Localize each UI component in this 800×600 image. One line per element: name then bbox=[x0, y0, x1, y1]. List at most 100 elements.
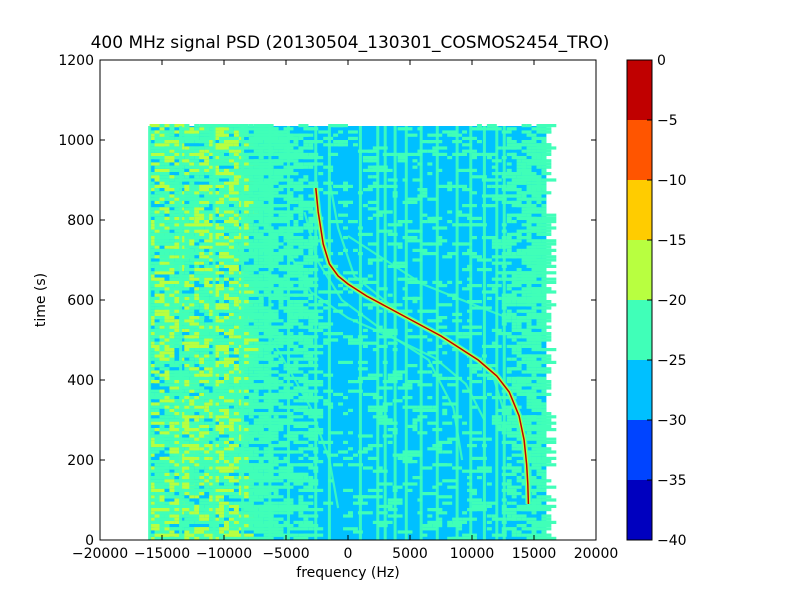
noise-cell bbox=[506, 300, 512, 304]
noise-cell bbox=[516, 476, 522, 480]
noise-cell bbox=[233, 296, 239, 300]
noise-cell bbox=[531, 383, 537, 387]
noise-cell bbox=[298, 450, 304, 454]
noise-cell bbox=[491, 517, 507, 521]
noise-cell bbox=[506, 248, 512, 252]
noise-cell bbox=[472, 405, 477, 409]
noise-cell bbox=[164, 136, 170, 140]
noise-cell bbox=[293, 223, 299, 227]
noise-cell bbox=[506, 335, 517, 339]
noise-cell bbox=[189, 428, 205, 432]
noise-cell bbox=[278, 303, 284, 307]
noise-cell bbox=[199, 149, 205, 153]
noise-cell bbox=[248, 392, 254, 396]
noise-cell bbox=[253, 472, 264, 476]
noise-cell bbox=[377, 165, 388, 169]
noise-cell bbox=[164, 258, 170, 262]
noise-cell bbox=[149, 405, 160, 409]
noise-cell bbox=[258, 341, 269, 345]
noise-cell bbox=[219, 498, 224, 502]
noise-cell bbox=[536, 156, 542, 160]
noise-cell bbox=[248, 248, 254, 252]
noise-cell bbox=[184, 456, 200, 460]
noise-cell bbox=[298, 306, 309, 310]
noise-cell bbox=[164, 232, 175, 236]
noise-cell bbox=[293, 335, 309, 339]
noise-cell bbox=[288, 415, 304, 419]
noise-cell bbox=[541, 130, 552, 134]
noise-cell bbox=[303, 408, 309, 412]
noise-cell bbox=[154, 264, 160, 268]
noise-cell bbox=[204, 146, 220, 150]
noise-cell bbox=[228, 338, 244, 342]
noise-cell bbox=[516, 447, 522, 451]
noise-cell bbox=[298, 520, 304, 524]
noise-cell bbox=[293, 303, 304, 307]
noise-cell bbox=[268, 354, 279, 358]
noise-cell bbox=[511, 271, 527, 275]
noise-cell bbox=[407, 453, 423, 457]
noise-cell bbox=[224, 476, 239, 480]
noise-cell bbox=[159, 229, 170, 233]
noise-cell bbox=[268, 341, 284, 345]
noise-cell bbox=[189, 495, 195, 499]
noise-cell bbox=[224, 236, 229, 240]
noise-cell bbox=[541, 360, 557, 364]
noise-cell bbox=[214, 482, 220, 486]
noise-cell bbox=[194, 348, 210, 352]
noise-cell bbox=[189, 527, 195, 531]
noise-cell bbox=[328, 152, 339, 156]
tone-line bbox=[179, 126, 183, 540]
noise-cell bbox=[506, 252, 512, 256]
noise-cell bbox=[427, 172, 433, 176]
noise-cell bbox=[189, 357, 195, 361]
noise-cell bbox=[278, 178, 294, 182]
noise-cell bbox=[442, 402, 458, 406]
noise-cell bbox=[224, 162, 234, 166]
noise-cell bbox=[348, 220, 358, 224]
noise-cell bbox=[541, 204, 547, 208]
noise-cell bbox=[184, 421, 190, 425]
noise-cell bbox=[293, 476, 299, 480]
noise-cell bbox=[303, 383, 309, 387]
noise-cell bbox=[233, 143, 239, 147]
noise-cell bbox=[209, 479, 215, 483]
noise-cell bbox=[521, 149, 527, 153]
noise-cell bbox=[169, 168, 175, 172]
noise-cell bbox=[243, 405, 254, 409]
noise-cell bbox=[154, 492, 170, 496]
noise-cell bbox=[258, 216, 264, 220]
noise-cell bbox=[531, 370, 537, 374]
noise-cell bbox=[521, 140, 532, 144]
noise-cell bbox=[248, 527, 264, 531]
noise-cell bbox=[541, 156, 547, 160]
noise-cell bbox=[268, 309, 279, 313]
noise-cell bbox=[219, 472, 224, 476]
noise-cell bbox=[338, 309, 344, 313]
noise-cell bbox=[536, 485, 542, 489]
noise-cell bbox=[154, 146, 170, 150]
noise-cell bbox=[149, 284, 155, 288]
noise-cell bbox=[224, 197, 234, 201]
noise-cell bbox=[412, 421, 418, 425]
noise-cell bbox=[199, 536, 215, 540]
noise-cell bbox=[199, 456, 205, 460]
noise-cell bbox=[169, 431, 175, 435]
noise-cell bbox=[194, 386, 205, 390]
noise-cell bbox=[243, 143, 254, 147]
noise-cell bbox=[293, 370, 304, 374]
noise-cell bbox=[248, 188, 259, 192]
noise-cell bbox=[536, 335, 542, 339]
noise-cell bbox=[243, 245, 254, 249]
noise-cell bbox=[531, 175, 537, 179]
noise-cell bbox=[541, 216, 557, 220]
noise-cell bbox=[382, 434, 393, 438]
noise-cell bbox=[541, 453, 547, 457]
noise-cell bbox=[219, 367, 224, 371]
noise-cell bbox=[199, 322, 205, 326]
noise-cell bbox=[253, 204, 269, 208]
noise-cell bbox=[268, 511, 279, 515]
noise-cell bbox=[209, 520, 224, 524]
noise-cell bbox=[224, 466, 229, 470]
colorbar-tick-label: −30 bbox=[657, 413, 687, 429]
